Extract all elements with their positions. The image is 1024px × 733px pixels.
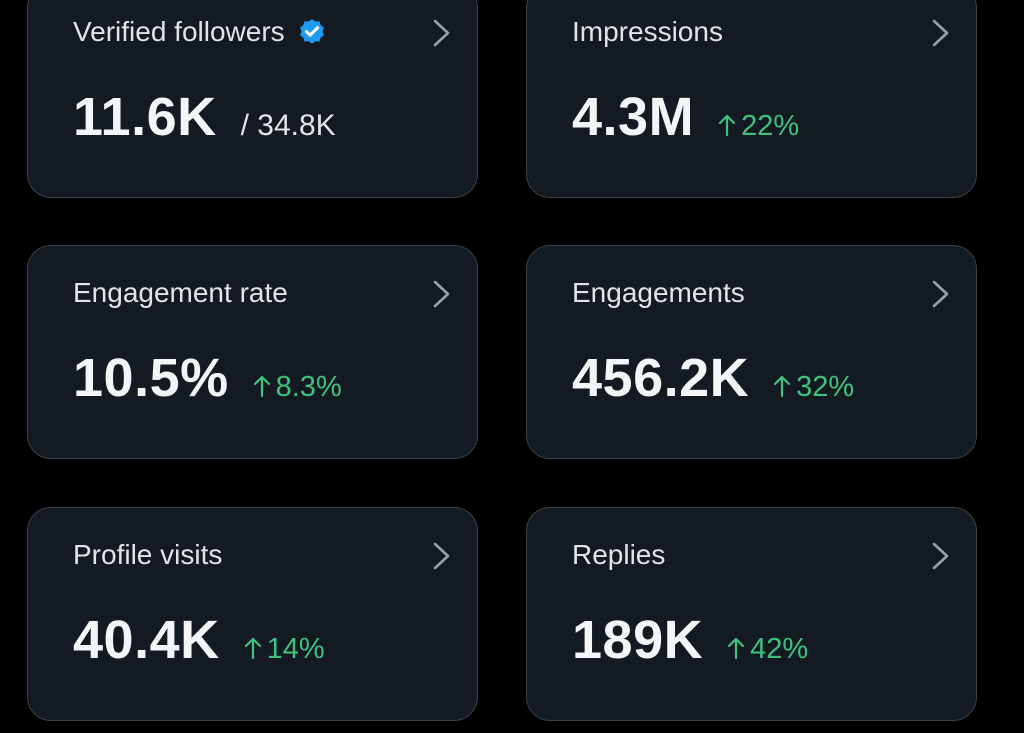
card-title: Profile visits: [73, 539, 223, 570]
metric-delta-value: 42%: [750, 633, 809, 665]
chevron-right-icon: [932, 280, 949, 308]
arrow-up-icon: [253, 375, 270, 398]
arrow-up-icon: [244, 637, 261, 660]
metric-delta: 32%: [773, 371, 854, 404]
chevron-right-icon: [433, 19, 450, 47]
card-title-wrapper: Verified followers: [73, 15, 327, 49]
metric-card-impressions[interactable]: Impressions 4.3M 22%: [526, 0, 977, 198]
metric-total: / 34.8K: [240, 109, 336, 142]
card-title-wrapper: Replies: [572, 538, 665, 572]
metric-card-profile-visits[interactable]: Profile visits 40.4K 14%: [27, 507, 478, 721]
arrow-up-icon: [727, 637, 745, 660]
metric-value: 189K: [572, 610, 704, 670]
card-title: Impressions: [572, 16, 723, 47]
card-title-wrapper: Engagements: [572, 276, 745, 310]
metric-delta-value: 32%: [796, 371, 855, 403]
card-title-wrapper: Profile visits: [73, 538, 222, 572]
value-row: 10.5% 8.3%: [73, 348, 342, 408]
card-title: Engagement rate: [73, 277, 288, 308]
value-row: 189K 42%: [572, 610, 808, 670]
card-title: Replies: [572, 539, 666, 570]
metric-value: 4.3M: [572, 87, 695, 147]
card-title-wrapper: Impressions: [572, 15, 723, 49]
metric-value: 40.4K: [73, 610, 220, 670]
card-title-wrapper: Engagement rate: [73, 276, 288, 310]
metric-card-engagement-rate[interactable]: Engagement rate 10.5% 8.3%: [27, 245, 478, 459]
value-row: 40.4K 14%: [73, 610, 325, 670]
chevron-right-icon: [932, 542, 949, 570]
arrow-up-icon: [718, 114, 736, 137]
metric-card-replies[interactable]: Replies 189K 42%: [526, 507, 977, 721]
metric-delta-value: 22%: [741, 110, 800, 142]
metric-delta-value: 14%: [266, 633, 325, 665]
value-row: 11.6K / 34.8K: [73, 87, 336, 147]
metric-delta: 14%: [244, 633, 325, 666]
metric-card-engagements[interactable]: Engagements 456.2K 32%: [526, 245, 977, 459]
chevron-right-icon: [433, 280, 450, 308]
metric-value: 11.6K: [73, 87, 217, 147]
value-row: 4.3M 22%: [572, 87, 799, 147]
metric-delta: 8.3%: [253, 371, 342, 404]
metric-delta: 22%: [718, 110, 799, 143]
metric-value: 10.5%: [73, 348, 229, 408]
arrow-up-icon: [774, 375, 791, 398]
metric-delta-value: 8.3%: [275, 371, 342, 403]
value-row: 456.2K 32%: [572, 348, 854, 408]
metric-value: 456.2K: [572, 348, 750, 408]
card-title: Engagements: [572, 277, 745, 308]
metric-card-verified-followers[interactable]: Verified followers 11.6K / 34.8K: [27, 0, 478, 198]
chevron-right-icon: [932, 19, 949, 47]
verified-badge-icon: [299, 19, 324, 44]
chevron-right-icon: [433, 542, 450, 570]
metric-delta: 42%: [727, 633, 808, 666]
card-title: Verified followers: [73, 16, 285, 47]
